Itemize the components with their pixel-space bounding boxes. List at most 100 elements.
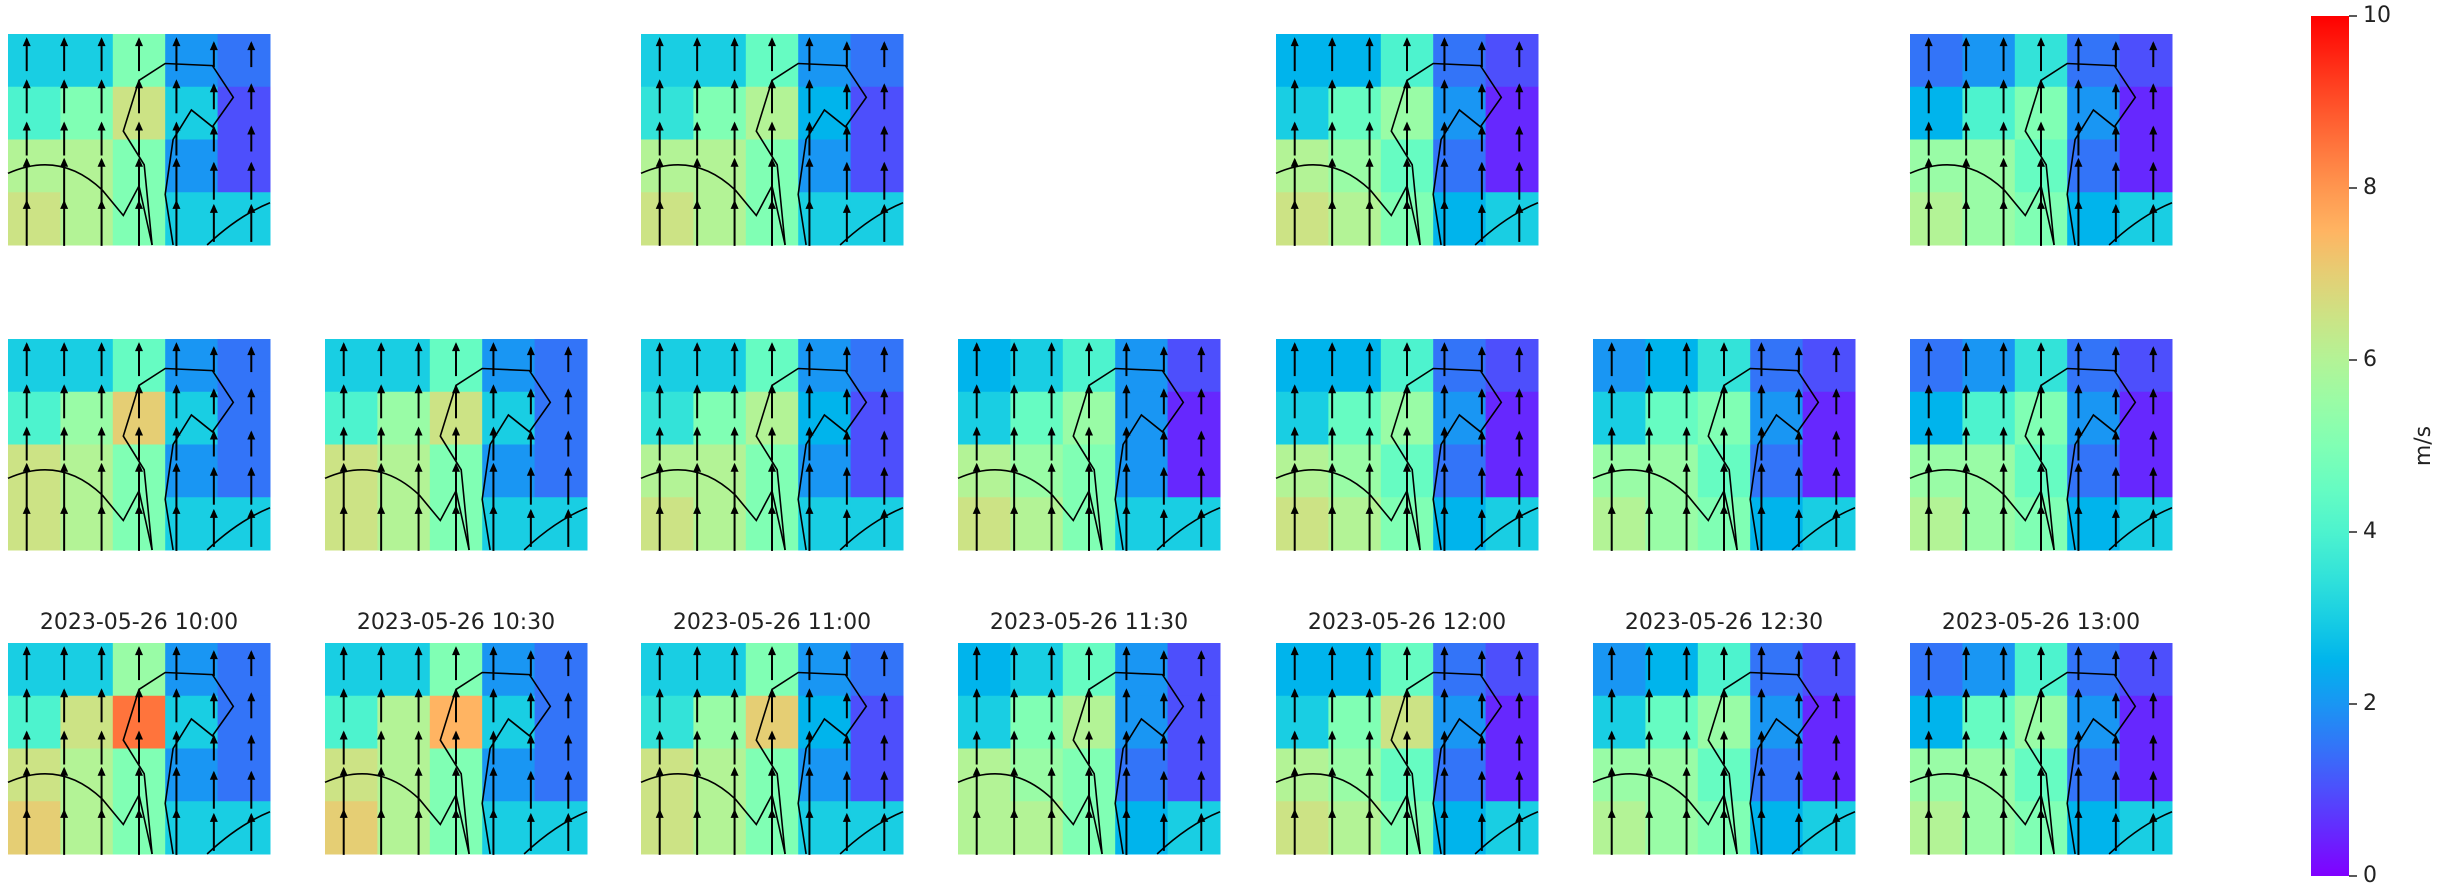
- heat-cell: [1803, 696, 1856, 749]
- heat-cell: [1433, 192, 1486, 245]
- panel-title: 2023-05-26 12:00: [1308, 610, 1506, 635]
- heat-cell: [218, 339, 271, 392]
- heat-cell: [1168, 801, 1221, 854]
- heat-cell: [60, 34, 113, 87]
- heat-cell: [798, 192, 851, 245]
- panel: [8, 34, 271, 246]
- heat-cell: [641, 643, 694, 696]
- heat-cell: [958, 392, 1011, 445]
- heat-cell: [377, 801, 430, 854]
- heat-cell: [482, 339, 535, 392]
- heat-cell: [1645, 696, 1698, 749]
- heat-cell: [1168, 339, 1221, 392]
- heat-cell: [218, 87, 271, 140]
- heat-cell: [2120, 696, 2173, 749]
- heat-cell: [2120, 392, 2173, 445]
- heat-cell: [1276, 87, 1329, 140]
- panel: [1910, 643, 2173, 855]
- heat-cell: [693, 34, 746, 87]
- panel-title: 2023-05-26 10:30: [357, 610, 555, 635]
- heat-cell: [165, 192, 218, 245]
- heat-cell: [1645, 392, 1698, 445]
- page: 2023-05-26 10:002023-05-26 10:302023-05-…: [0, 0, 2446, 888]
- heat-cell: [535, 801, 588, 854]
- heat-cell: [2067, 497, 2120, 550]
- panel: [1276, 643, 1539, 855]
- panel: [958, 643, 1221, 855]
- heat-cell: [958, 696, 1011, 749]
- heat-cell: [325, 643, 378, 696]
- heat-cell: [1750, 801, 1803, 854]
- heat-cell: [1433, 801, 1486, 854]
- heat-cell: [1010, 339, 1063, 392]
- heat-cell: [1486, 192, 1539, 245]
- heat-cell: [218, 801, 271, 854]
- heat-cell: [377, 696, 430, 749]
- heat-cell: [8, 339, 61, 392]
- heat-cell: [2067, 34, 2120, 87]
- heat-cell: [1803, 392, 1856, 445]
- heat-cell: [1645, 497, 1698, 550]
- heat-cell: [1486, 445, 1539, 498]
- heat-cell: [218, 643, 271, 696]
- heat-cell: [1750, 339, 1803, 392]
- heat-cell: [851, 87, 904, 140]
- heat-cell: [1328, 192, 1381, 245]
- heat-cell: [377, 749, 430, 802]
- panel-title: 2023-05-26 11:00: [673, 610, 871, 635]
- figure: 2023-05-26 10:002023-05-26 10:302023-05-…: [0, 0, 2446, 888]
- heat-cell: [1433, 696, 1486, 749]
- heat-cell: [1962, 392, 2015, 445]
- heat-cell: [798, 643, 851, 696]
- colorbar-tick-label: 10: [2363, 3, 2391, 28]
- heat-cell: [798, 392, 851, 445]
- heat-cell: [798, 696, 851, 749]
- heat-cell: [1010, 497, 1063, 550]
- heat-cell: [693, 87, 746, 140]
- heat-cell: [1910, 192, 1963, 245]
- heat-cell: [1276, 339, 1329, 392]
- heat-cell: [1962, 445, 2015, 498]
- heat-cell: [1328, 339, 1381, 392]
- heat-cell: [1486, 749, 1539, 802]
- colorbar-tick-label: 4: [2363, 519, 2377, 544]
- heat-cell: [1645, 801, 1698, 854]
- colorbar: [2311, 16, 2349, 876]
- heat-cell: [165, 801, 218, 854]
- heat-cell: [1115, 497, 1168, 550]
- heat-cell: [1962, 140, 2015, 193]
- heat-cell: [2120, 643, 2173, 696]
- heat-cell: [798, 339, 851, 392]
- heat-cell: [1962, 87, 2015, 140]
- panel: [325, 643, 588, 855]
- heat-cell: [1486, 497, 1539, 550]
- heat-cell: [1433, 34, 1486, 87]
- panel: [958, 339, 1221, 551]
- heat-cell: [2120, 749, 2173, 802]
- heat-cell: [1803, 801, 1856, 854]
- heat-cell: [1486, 339, 1539, 392]
- heat-cell: [1115, 392, 1168, 445]
- heat-cell: [165, 339, 218, 392]
- heat-cell: [1433, 497, 1486, 550]
- heat-cell: [1115, 801, 1168, 854]
- heat-cell: [325, 497, 378, 550]
- heat-cell: [958, 801, 1011, 854]
- heat-cell: [2120, 497, 2173, 550]
- heat-cell: [2067, 339, 2120, 392]
- heat-cell: [693, 339, 746, 392]
- heat-cell: [1115, 339, 1168, 392]
- heat-cell: [60, 339, 113, 392]
- heat-cell: [60, 87, 113, 140]
- panel: [641, 339, 904, 551]
- heat-cell: [851, 696, 904, 749]
- heat-cell: [851, 643, 904, 696]
- heat-cell: [851, 192, 904, 245]
- heat-cell: [641, 87, 694, 140]
- heat-cell: [1168, 392, 1221, 445]
- heat-cell: [1276, 643, 1329, 696]
- heat-cell: [218, 497, 271, 550]
- panel: [1276, 34, 1539, 246]
- heat-cell: [8, 87, 61, 140]
- heat-cell: [1010, 801, 1063, 854]
